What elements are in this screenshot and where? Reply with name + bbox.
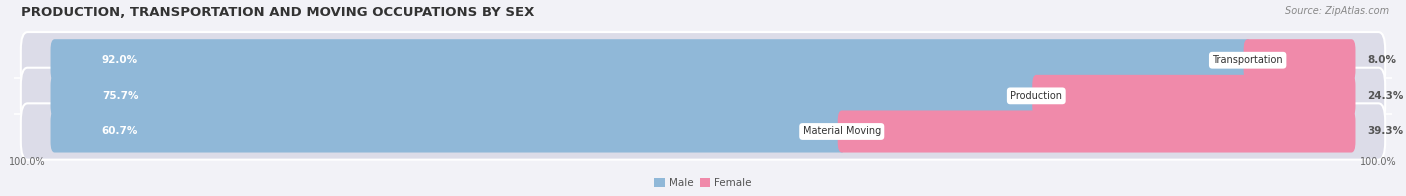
FancyBboxPatch shape — [51, 111, 846, 152]
Legend: Male, Female: Male, Female — [650, 174, 756, 192]
FancyBboxPatch shape — [838, 111, 1355, 152]
FancyBboxPatch shape — [21, 103, 1385, 160]
Text: 75.7%: 75.7% — [101, 91, 138, 101]
Text: 39.3%: 39.3% — [1368, 126, 1403, 136]
FancyBboxPatch shape — [21, 32, 1385, 88]
Text: Source: ZipAtlas.com: Source: ZipAtlas.com — [1285, 6, 1389, 16]
Text: Production: Production — [1011, 91, 1063, 101]
Text: 60.7%: 60.7% — [101, 126, 138, 136]
FancyBboxPatch shape — [1244, 39, 1355, 81]
Text: 92.0%: 92.0% — [101, 55, 138, 65]
Text: 24.3%: 24.3% — [1368, 91, 1405, 101]
FancyBboxPatch shape — [51, 39, 1251, 81]
Text: PRODUCTION, TRANSPORTATION AND MOVING OCCUPATIONS BY SEX: PRODUCTION, TRANSPORTATION AND MOVING OC… — [21, 6, 534, 19]
Text: Transportation: Transportation — [1212, 55, 1284, 65]
FancyBboxPatch shape — [1032, 75, 1355, 117]
FancyBboxPatch shape — [51, 75, 1040, 117]
Text: Material Moving: Material Moving — [803, 126, 882, 136]
Text: 8.0%: 8.0% — [1368, 55, 1396, 65]
FancyBboxPatch shape — [21, 68, 1385, 124]
